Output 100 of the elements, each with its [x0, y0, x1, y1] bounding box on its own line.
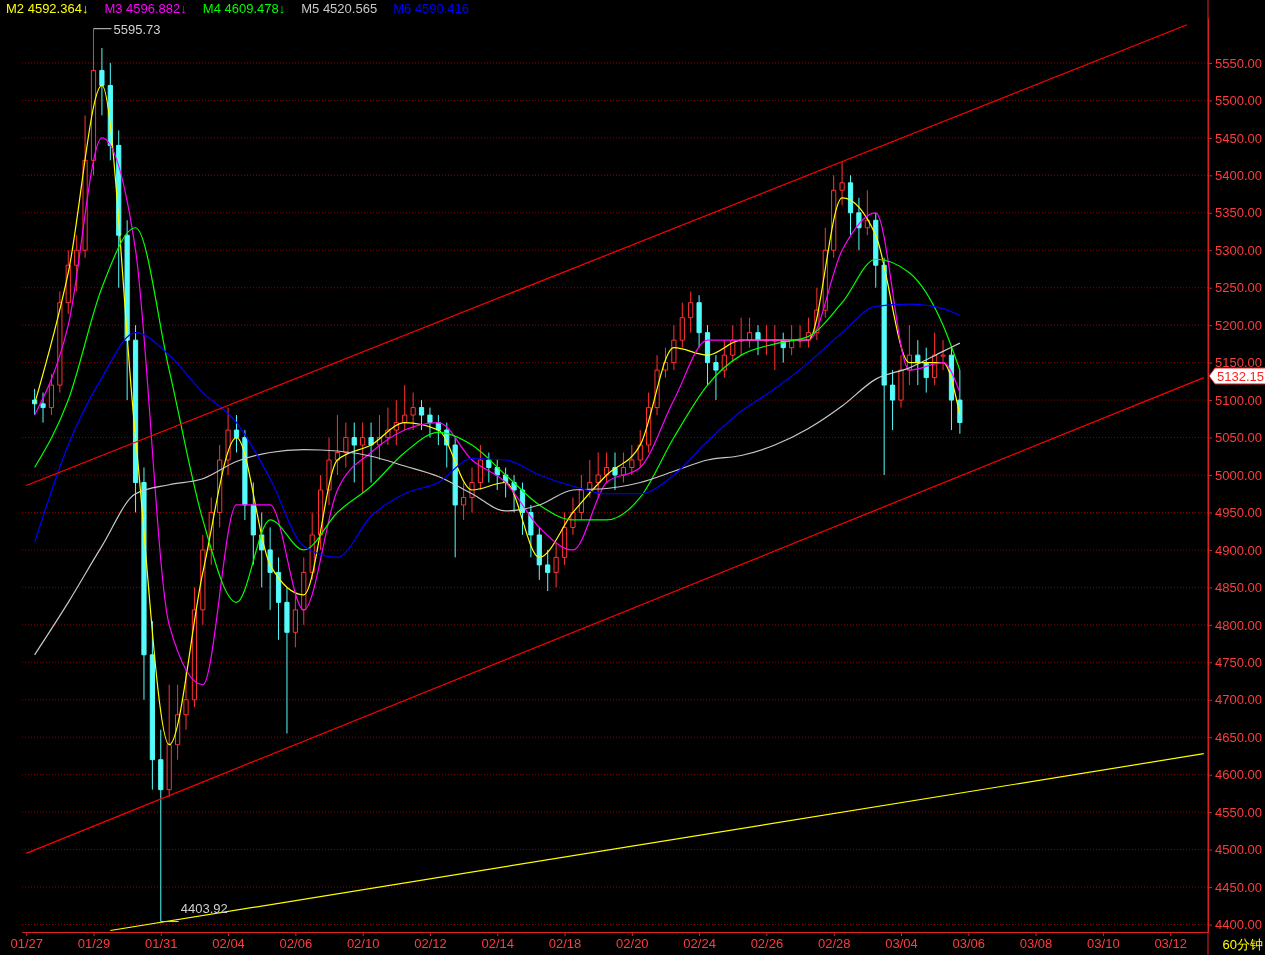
x-tick-label: 02/26 — [750, 936, 784, 952]
x-tick-label: 03/06 — [952, 936, 986, 952]
x-tick-label: 02/18 — [548, 936, 582, 952]
y-tick-label: 4750.00 — [1215, 654, 1262, 670]
candlestick — [755, 324, 761, 356]
y-tick-label: 4850.00 — [1215, 580, 1262, 596]
y-tick-label: 4900.00 — [1215, 542, 1262, 558]
candlestick — [267, 526, 273, 611]
candlestick — [553, 541, 559, 588]
y-tick-label: 5000.00 — [1215, 467, 1262, 483]
candlestick — [915, 339, 921, 386]
candlestick — [166, 684, 172, 798]
candlestick — [746, 317, 753, 349]
candlestick — [629, 444, 635, 476]
line-series — [34, 84, 961, 746]
x-tick-label: 02/24 — [683, 936, 716, 952]
y-tick-label: 4450.00 — [1215, 879, 1262, 895]
y-tick-label: 4950.00 — [1215, 505, 1262, 521]
candlestick — [427, 407, 433, 439]
candlestick — [351, 422, 357, 483]
x-tick-label: 01/27 — [10, 936, 43, 952]
candlestick — [48, 373, 55, 416]
candlestick — [393, 399, 399, 446]
candlestick — [889, 369, 896, 431]
candlestick — [881, 257, 887, 476]
candlestick — [435, 414, 441, 446]
y-tick-label: 4700.00 — [1215, 692, 1262, 708]
x-tick-label: 02/10 — [346, 936, 380, 952]
line-series — [34, 342, 961, 656]
y-tick-label: 4800.00 — [1215, 617, 1262, 633]
x-tick-label: 01/31 — [145, 936, 178, 952]
text: M3 4596.882↓ — [104, 1, 187, 16]
candlestick — [772, 324, 778, 371]
candlestick — [688, 290, 694, 334]
candlestick — [873, 212, 879, 289]
x-tick-label: 03/04 — [885, 936, 918, 952]
text: M4 4609.478↓ — [202, 1, 286, 16]
candlestick — [545, 549, 551, 592]
y-tick-label: 5550.00 — [1215, 55, 1262, 71]
candlestick — [250, 481, 256, 566]
text: M6 4590.416 — [393, 1, 470, 16]
candlestick — [957, 369, 963, 435]
line-series — [34, 137, 961, 686]
candlestick — [233, 414, 240, 454]
candlestick — [477, 444, 484, 491]
candlestick — [528, 504, 534, 558]
candlestick — [595, 452, 601, 498]
candlestick — [898, 354, 904, 409]
candlestick — [418, 399, 425, 431]
y-tick-label: 5300.00 — [1215, 242, 1262, 258]
annotation: 5595.73 — [113, 21, 161, 37]
y-tick-label: 4400.00 — [1215, 917, 1262, 933]
candlestick — [183, 669, 189, 731]
candlestick — [301, 556, 307, 626]
candlestick — [831, 174, 837, 259]
y-tick-label: 5050.00 — [1215, 430, 1262, 446]
x-tick-label: 03/12 — [1154, 936, 1187, 952]
candlestick — [368, 422, 374, 483]
candlestick — [191, 586, 198, 708]
x-tick-label: 02/14 — [481, 936, 515, 952]
x-tick-label: 01/29 — [77, 936, 111, 952]
candlestick — [124, 219, 130, 401]
candlestick — [856, 197, 862, 251]
line-series — [34, 303, 961, 559]
y-tick-label: 5350.00 — [1215, 205, 1262, 221]
candlestick — [402, 384, 408, 431]
y-tick-label: 5450.00 — [1215, 130, 1262, 146]
candlestick — [460, 481, 467, 521]
candlestick — [200, 534, 206, 626]
x-tick-label: 02/20 — [616, 936, 649, 952]
y-tick-label: 5150.00 — [1215, 355, 1262, 371]
y-tick-label: 5100.00 — [1215, 392, 1262, 408]
y-tick-label: 4500.00 — [1215, 842, 1262, 858]
candlestick — [587, 459, 593, 498]
candlestick — [334, 414, 341, 476]
x-tick-label: 03/08 — [1019, 936, 1053, 952]
candlestick — [561, 511, 568, 566]
candlestick — [275, 556, 282, 641]
candlestick — [452, 437, 458, 558]
candlestick — [360, 422, 366, 495]
x-tick-label: 02/28 — [817, 936, 851, 952]
candlestick — [494, 459, 500, 491]
candlestick — [671, 324, 677, 371]
candlestick — [284, 586, 290, 734]
candlestick — [713, 354, 719, 401]
annotation: 4403.92 — [180, 900, 228, 916]
x-tick-label: 03/10 — [1087, 936, 1120, 952]
candlestick — [637, 429, 643, 469]
candlestick — [486, 452, 492, 483]
candlestick — [90, 28, 97, 176]
candlestick — [864, 189, 870, 236]
candlestick — [679, 302, 685, 349]
candlestick — [603, 452, 610, 483]
y-tick-label: 4650.00 — [1215, 729, 1262, 745]
candlestick — [704, 324, 711, 386]
candlestick — [343, 422, 349, 469]
candlestick — [141, 467, 147, 701]
y-tick-label: 4550.00 — [1215, 804, 1262, 820]
candlestick — [158, 729, 164, 923]
candlestick — [847, 174, 854, 236]
